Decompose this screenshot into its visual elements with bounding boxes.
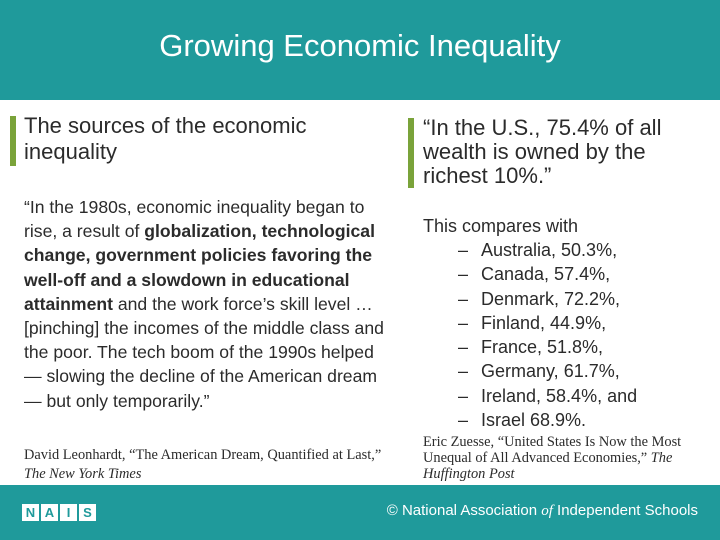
right-citation-source: The Huffington Post <box>423 450 673 482</box>
list-item-text: Australia, 50.3%, <box>481 240 618 260</box>
org-of: of <box>541 503 553 519</box>
list-item-text: Canada, 57.4%, <box>481 264 611 285</box>
right-intro: This compares with <box>423 216 579 236</box>
dash-bullet: – <box>458 410 469 431</box>
list-item: – Finland, 44.9%, <box>458 311 637 335</box>
list-item-text: Israel 68.9%. <box>481 410 587 431</box>
logo-letter-s: S <box>79 504 96 521</box>
left-heading: The sources of the economic inequality <box>24 113 307 164</box>
dash-bullet: – <box>458 264 469 285</box>
dash-bullet: – <box>458 288 469 309</box>
list-item-text: Ireland, 58.4%, and <box>481 385 638 406</box>
dash-bullet: – <box>458 361 469 382</box>
list-item: – France, 51.8%, <box>458 335 637 359</box>
list-item-text: Germany, 61.7%, <box>481 361 620 382</box>
list-item-text: Finland, 44.9%, <box>481 312 607 333</box>
slide-footer <box>0 485 720 540</box>
left-accent-bar <box>10 116 16 166</box>
list-item: – Germany, 61.7%, <box>458 359 637 383</box>
left-quote-part-1: “In the 1980s, economic inequality began… <box>24 197 365 242</box>
dash-bullet: – <box>458 337 469 358</box>
left-quote-part-3: and the work force’s skill level … [pinc… <box>24 293 384 411</box>
right-citation-author: Eric Zuesse, “United States Is Now the M… <box>423 434 682 466</box>
list-item-text: France, 51.8%, <box>481 337 604 358</box>
list-item: – Australia, 50.3%, <box>458 238 637 262</box>
list-item: – Ireland, 58.4%, and <box>458 384 637 408</box>
left-citation-source: The New York Times <box>24 466 142 482</box>
list-item-text: Denmark, 72.2%, <box>481 288 621 309</box>
left-quote: “In the 1980s, economic inequality began… <box>24 195 384 413</box>
dash-bullet: – <box>458 240 469 260</box>
left-citation-author: David Leonhardt, “The American Dream, Qu… <box>24 447 382 463</box>
list-item: – Canada, 57.4%, <box>458 262 637 286</box>
left-citation: David Leonhardt, “The American Dream, Qu… <box>24 446 404 484</box>
logo-letter-a: A <box>41 504 58 521</box>
right-citation: Eric Zuesse, “United States Is Now the M… <box>423 434 708 482</box>
logo-letter-i: I <box>60 504 77 521</box>
logo-letter-n: N <box>22 504 39 521</box>
org-suffix: Independent Schools <box>552 502 698 519</box>
dash-bullet: – <box>458 385 469 406</box>
right-heading: “In the U.S., 75.4% of all wealth is own… <box>423 115 662 188</box>
org-prefix: © National Association <box>386 502 542 519</box>
list-item: – Denmark, 72.2%, <box>458 287 637 311</box>
slide-title: Growing Economic Inequality <box>159 28 561 63</box>
slide-header: Growing Economic Inequality <box>0 0 720 100</box>
list-item: – Israel 68.9%. <box>458 408 637 432</box>
dash-bullet: – <box>458 312 469 333</box>
nais-logo: N A I S <box>22 504 96 522</box>
country-list: – Australia, 50.3%, – Canada, 57.4%, – Denm… <box>458 238 637 432</box>
organization-name: © National Association of Independent Sc… <box>387 502 698 520</box>
left-quote-emphasis: globalization, technological change, gov… <box>24 221 375 314</box>
right-accent-bar <box>408 118 414 188</box>
